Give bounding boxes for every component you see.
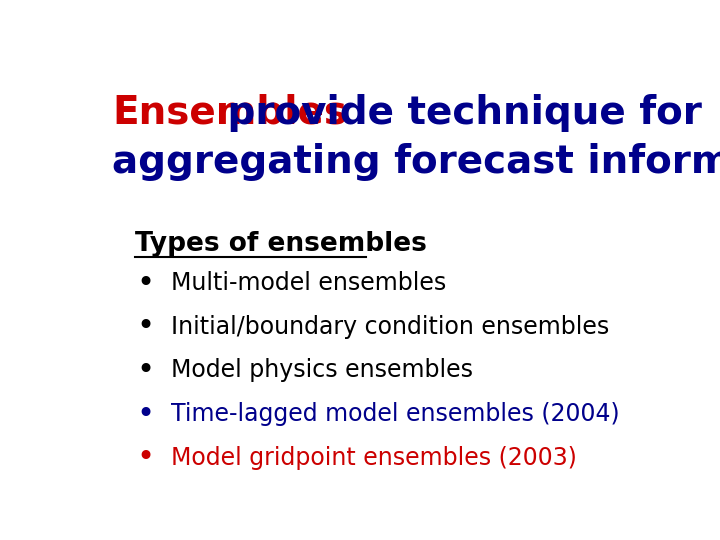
Text: •: • [137,356,155,385]
Text: Types of ensembles: Types of ensembles [135,231,426,257]
Text: •: • [137,268,155,298]
Text: •: • [137,312,155,341]
Text: aggregating forecast information: aggregating forecast information [112,143,720,181]
Text: •: • [137,400,155,429]
Text: Initial/boundary condition ensembles: Initial/boundary condition ensembles [171,315,609,339]
Text: Model gridpoint ensembles (2003): Model gridpoint ensembles (2003) [171,446,577,470]
Text: Ensembles: Ensembles [112,94,347,132]
Text: Multi-model ensembles: Multi-model ensembles [171,271,446,295]
Text: •: • [137,443,155,472]
Text: provide technique for: provide technique for [215,94,702,132]
Text: Model physics ensembles: Model physics ensembles [171,359,473,382]
Text: Time-lagged model ensembles (2004): Time-lagged model ensembles (2004) [171,402,619,426]
